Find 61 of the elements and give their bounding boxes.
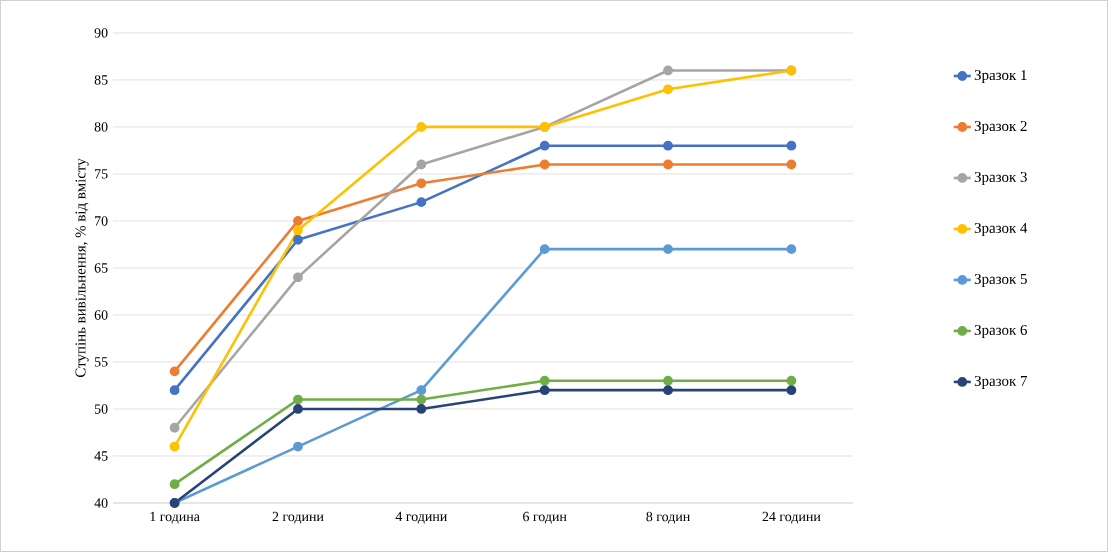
point: [663, 385, 673, 396]
legend-label: Зразок 7: [974, 375, 1027, 390]
legend-label: Зразок 3: [974, 172, 1027, 186]
y-tick-label: 55: [94, 357, 108, 367]
point: [539, 244, 550, 255]
point: [293, 441, 303, 452]
point: [786, 159, 797, 170]
x-tick-label: 2 години: [272, 511, 324, 524]
point: [539, 375, 550, 386]
point: [169, 479, 180, 490]
legend-label: Зразок 4: [974, 223, 1028, 237]
y-tick-label: 65: [94, 263, 108, 273]
point: [663, 244, 673, 255]
point: [539, 159, 550, 170]
point: [663, 159, 673, 170]
y-tick-label: 50: [94, 404, 108, 414]
point: [416, 394, 427, 405]
x-tick-label: 8 годин: [646, 511, 690, 524]
point: [539, 140, 550, 151]
y-tick-label: 40: [94, 498, 108, 508]
point: [786, 244, 797, 255]
legend-label: Зразок 6: [974, 324, 1027, 339]
point: [293, 225, 303, 236]
legend-label: Зразок 2: [974, 121, 1027, 135]
y-tick-label: 90: [94, 28, 108, 38]
point: [293, 216, 303, 226]
point: [786, 385, 797, 396]
y-tick-label: 60: [94, 310, 108, 320]
legend-label: Зразок 1: [974, 70, 1027, 84]
legend-label: Зразок 5: [974, 274, 1027, 288]
point: [416, 159, 427, 170]
y-tick-label: 45: [94, 451, 108, 461]
point: [416, 385, 427, 396]
point: [293, 272, 303, 283]
point: [539, 385, 550, 396]
y-tick-label: 70: [95, 216, 108, 226]
point: [663, 65, 673, 76]
point: [293, 394, 303, 405]
x-tick-label: 24 години: [762, 511, 821, 524]
point: [169, 422, 180, 433]
y-tick-label: 80: [94, 122, 108, 132]
y-axis-title: Ступінь вивільнення, % від вмісту: [75, 158, 89, 378]
point: [416, 122, 427, 132]
point: [786, 375, 797, 386]
point: [786, 140, 797, 151]
point: [416, 197, 427, 208]
point: [293, 404, 303, 414]
point: [416, 404, 427, 414]
point: [293, 234, 303, 245]
point: [416, 178, 427, 189]
x-tick-label: 4 години: [395, 511, 447, 524]
point: [663, 84, 673, 95]
point: [663, 375, 673, 386]
x-tick-label: 6 годин: [523, 511, 567, 524]
y-tick-label: 85: [94, 75, 108, 85]
x-tick-label: 1 година: [150, 511, 200, 524]
point: [169, 385, 180, 396]
point: [169, 366, 180, 377]
point: [663, 140, 673, 151]
point: [169, 441, 180, 452]
y-tick-label: 75: [95, 169, 108, 179]
